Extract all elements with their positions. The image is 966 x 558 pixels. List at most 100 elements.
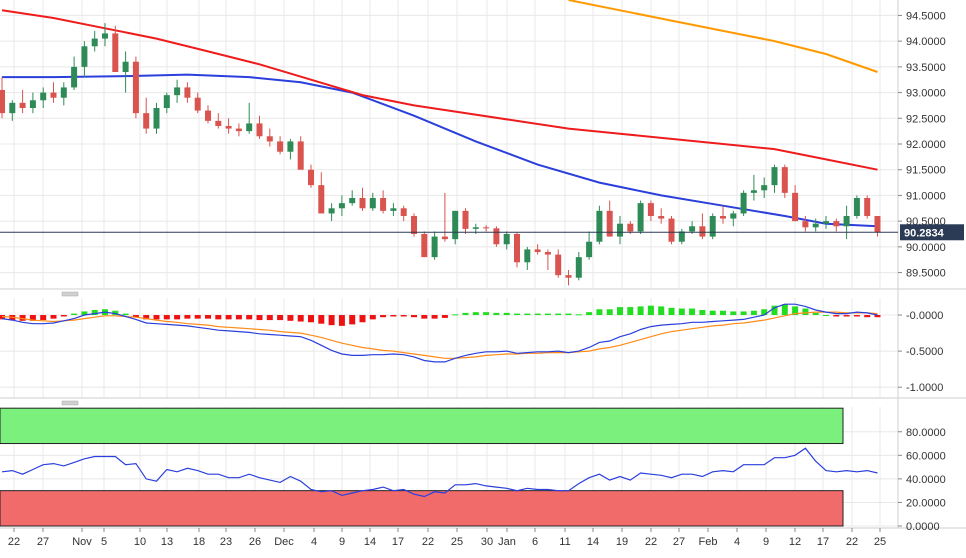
candle-body [205,110,211,121]
x-tick-label: 27 [37,536,49,548]
rsi-line [1,447,878,498]
x-tick-label: Jan [498,536,516,548]
macd-histogram-bar [400,315,407,317]
x-tick-label: 27 [673,536,685,548]
candle-body [246,123,253,132]
candle-body [555,254,562,276]
candle-body [637,203,644,232]
candle-body [174,87,181,96]
macd-histogram-bar [668,307,675,316]
macd-histogram-bar [812,312,819,316]
candle-body [503,234,510,245]
macd-histogram-bar [369,315,376,320]
x-tick-label: 25 [451,536,463,548]
macd-histogram-bar [132,315,139,318]
macd-histogram-bar [225,315,232,320]
candle-body [308,169,314,186]
candle-body [102,33,108,39]
macd-histogram-bar [287,315,294,321]
macd-histogram-bar [308,315,314,323]
macd-histogram-bar [359,315,366,323]
candle-body [225,126,232,129]
macd-histogram-bar [338,315,345,326]
macd-histogram-bar [277,315,284,321]
macd-histogram-bar [864,315,871,318]
macd-histogram-bar [29,315,36,321]
macd-histogram-bar [60,315,67,317]
macd-histogram-bar [40,315,47,321]
candle-body [349,198,356,204]
candle-body [277,141,284,152]
candle-body [823,221,829,224]
candle-body [514,234,520,263]
candle-body [153,108,160,129]
candle-body [29,100,36,108]
x-tick-label: 14 [587,536,599,548]
x-tick-label: 11 [559,536,570,548]
ma-slow-line [568,0,878,73]
macd-histogram-bar [493,312,500,316]
macd-histogram-bar [874,315,881,318]
price-grid [0,0,898,288]
macd-histogram-bar [174,315,181,320]
candle-body [184,87,191,98]
macd-histogram-bar [91,309,98,316]
macd-signal-line [1,311,878,359]
macd-histogram-bar [596,309,603,316]
macd-histogram-bar [380,315,387,318]
price-tick-label: 94.5000 [906,10,946,22]
macd-histogram-bar [256,315,263,321]
x-tick-label: Nov [72,536,92,548]
candle-body [750,190,757,193]
last-price-label: 90.2834 [904,227,945,239]
x-tick-label: 14 [364,536,376,548]
macd-tick-label: -1.0000 [906,382,943,394]
macd-histogram-bar [586,312,593,316]
rsi-bands [0,407,844,527]
candle-body [318,185,325,214]
candles [0,23,881,286]
candle-body [266,136,273,142]
macd-histogram-bar [143,315,150,320]
last-price-label-bg [900,224,964,241]
candle-body [524,249,531,263]
macd-histogram-bar [441,315,448,318]
price-tick-label: 93.0000 [906,88,946,100]
macd-line [1,303,878,363]
candle-body [215,120,222,126]
macd-histogram-bar [50,315,57,319]
x-tick-label: 4 [311,536,317,548]
panel-resize-handle[interactable] [61,291,79,297]
last-price-marker: 90.2834 [0,224,964,241]
candle-body [9,102,16,114]
macd-histogram-bar [112,310,119,316]
x-tick-label: 22 [422,536,434,548]
x-tick-label: 18 [193,536,205,548]
rsi-oversold-band [0,490,844,527]
candle-body [658,216,665,219]
macd-histogram-bar [0,315,5,320]
x-tick-label: 4 [734,536,740,548]
panel-resize-handle[interactable] [61,400,79,406]
macd-histogram-bar [565,313,572,316]
price-tick-label: 93.5000 [906,62,946,74]
price-tick-label: 92.0000 [906,139,946,151]
macd-histogram-bar [761,309,768,316]
x-tick-label: 26 [249,536,261,548]
macd-histogram-bar [720,310,726,316]
panel-resize-handles[interactable] [61,291,79,406]
macd-histogram-bar [617,307,623,316]
macd-histogram-bar [699,309,706,316]
candle-body [380,198,387,211]
macd-histogram-bar [184,315,191,319]
candle-body [833,221,840,227]
macd-histogram-bar [153,315,160,320]
candle-body [19,102,26,108]
candle-body [668,218,675,242]
macd-histogram-bar [843,315,850,317]
macd-histogram-bar [328,315,335,326]
candle-body [843,216,850,227]
macd-histogram-bar [194,315,201,319]
macd-histogram-bar [709,310,716,316]
macd-histogram-bar [462,312,469,316]
